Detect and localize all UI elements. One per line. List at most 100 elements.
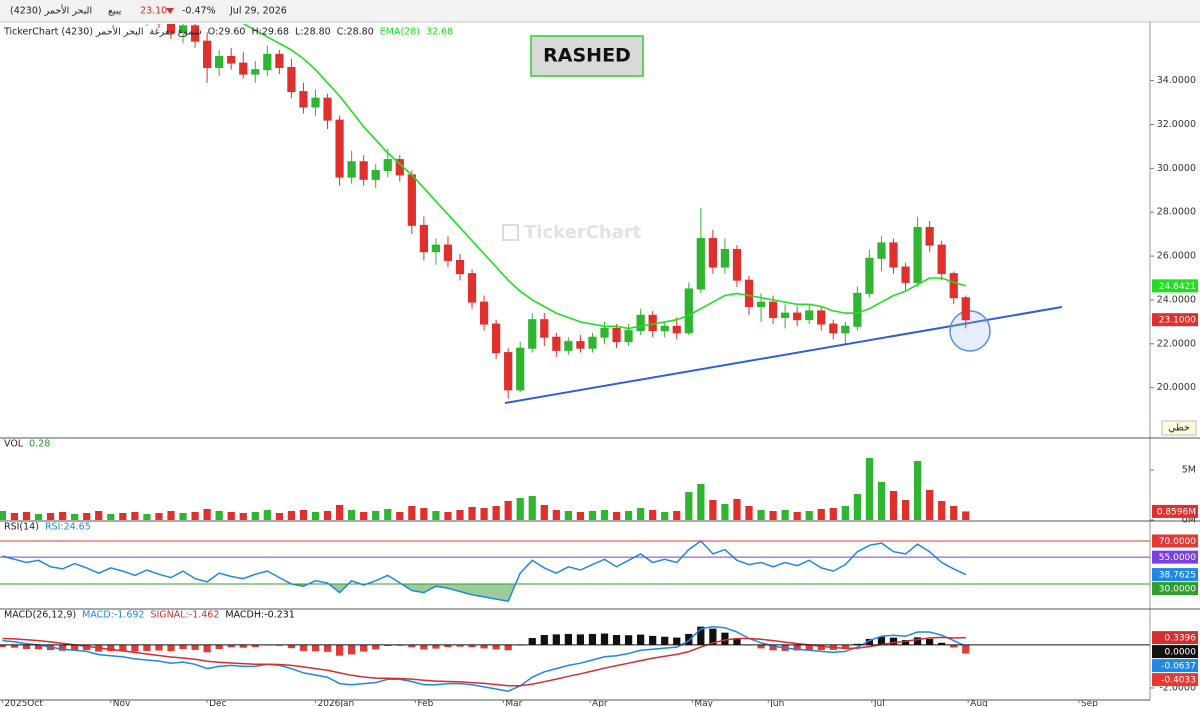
y-tick-label: 0M [1182, 515, 1196, 526]
histogram-bar [22, 644, 31, 650]
volume-bar [938, 501, 946, 520]
candle-body [215, 56, 224, 68]
y-tick-label: 30.0000 [1157, 163, 1196, 174]
candle-body [311, 97, 320, 108]
value-tag [1152, 550, 1198, 564]
style-button-label[interactable]: خطي [1168, 423, 1190, 434]
x-tick-label: Sep [1081, 699, 1098, 707]
volume-bar [59, 512, 67, 520]
legend-text: O:29.60 [208, 27, 246, 38]
candle-body [841, 325, 850, 334]
candle-body [925, 227, 934, 246]
legend-name: RSI:24.65 [45, 522, 91, 533]
candle-body [504, 352, 513, 391]
legend-readout: 32.68 [426, 27, 453, 38]
histogram-bar [552, 634, 560, 645]
candle-body [251, 69, 260, 75]
x-tick-label: 2026Jan [317, 699, 354, 707]
value-tag-label: 0.0000 [1165, 648, 1197, 658]
price-panel [146, 24, 970, 399]
candle-body [299, 91, 308, 108]
volume-bar [396, 512, 404, 520]
volume-bar [901, 500, 910, 520]
trend-line [504, 306, 1063, 404]
candle-body [371, 170, 380, 180]
volume-bar [528, 496, 536, 520]
volume-bar [709, 500, 717, 520]
y-tick-label: 5M [1182, 465, 1196, 476]
volume-bar [360, 512, 368, 520]
volume-bar [781, 510, 789, 520]
candle-body [636, 314, 645, 332]
histogram-bar [962, 644, 970, 654]
x-tick-label: Mar [505, 699, 522, 707]
volume-bar [420, 508, 428, 520]
candle-body [190, 25, 200, 42]
histogram-bar [950, 644, 958, 648]
style-button[interactable] [1161, 420, 1197, 436]
volume-bar [540, 505, 548, 520]
histogram-bar [10, 644, 19, 648]
candle-body [528, 319, 537, 349]
volume-bar [733, 499, 741, 520]
volume-bar [287, 511, 296, 520]
volume-bar [348, 510, 356, 520]
candle-body [467, 273, 477, 303]
candle-body [227, 56, 236, 64]
candle-body [961, 297, 970, 321]
value-tag [1152, 279, 1198, 293]
histogram-bar [299, 644, 308, 651]
annotation: RASHED [543, 45, 631, 67]
candle-body [660, 325, 669, 332]
histogram-bar [143, 644, 151, 651]
down-arrow [166, 8, 174, 14]
histogram-bar [227, 644, 235, 648]
histogram-bar [793, 644, 801, 651]
value-tag-label: 0.8596M [1157, 507, 1196, 517]
histogram-bar [59, 644, 67, 651]
legend-text: C:28.80 [337, 27, 374, 38]
histogram-bar [901, 639, 910, 645]
legend-name: SIGNAL:-1.462 [150, 610, 219, 621]
macd-panel [0, 625, 970, 692]
volume-bar [769, 511, 777, 520]
candle-body [239, 62, 248, 75]
histogram-bar [287, 644, 296, 649]
volume-bar [504, 501, 512, 520]
volume-bar [600, 510, 609, 520]
volume-bar [34, 514, 43, 520]
candle-body [479, 301, 489, 325]
histogram-bar [877, 636, 886, 645]
histogram-bar [697, 626, 705, 645]
volume-bar [444, 512, 452, 520]
candle-body [552, 336, 561, 351]
volume-bar [817, 509, 825, 520]
volume-bar [745, 506, 753, 520]
candle-body [335, 119, 344, 178]
volume-bar [661, 512, 669, 520]
legend-text: شموع مفرغة [150, 27, 202, 38]
annotation-box [530, 35, 644, 77]
histogram-bar [733, 638, 741, 645]
histogram-bar [926, 638, 934, 645]
candle-body [696, 238, 705, 290]
candle-body [720, 248, 730, 268]
value-tag [1152, 504, 1198, 518]
ema-line [242, 24, 967, 330]
value-tag-label: 0.3396 [1165, 634, 1197, 644]
candle-body [323, 97, 332, 121]
value-tag-label: 55.0000 [1159, 553, 1196, 563]
volume-bar [239, 513, 247, 520]
candle-body [383, 159, 392, 172]
volume-bar [673, 511, 681, 520]
volume-bar [877, 482, 886, 520]
volume-bar [697, 484, 705, 520]
histogram-bar [528, 638, 536, 645]
histogram-bar [131, 644, 139, 652]
legend-name: MACD:-1.692 [82, 610, 144, 621]
histogram-bar [492, 644, 500, 650]
histogram-bar [540, 635, 548, 645]
candle-body [419, 224, 428, 253]
y-tick-label: 24.0000 [1157, 294, 1196, 305]
